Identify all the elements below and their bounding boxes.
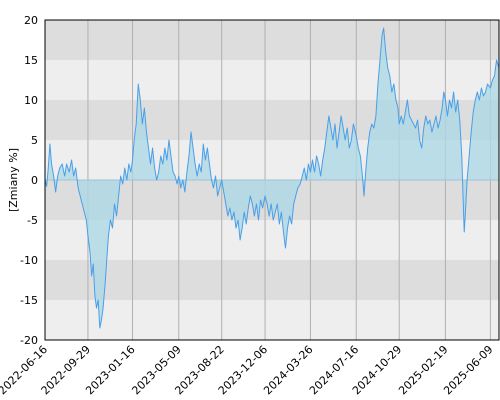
- x-axis-tick-labels: 2022-06-162022-09-292023-01-162023-05-09…: [0, 343, 496, 397]
- y-tick-label: 5: [31, 134, 38, 147]
- y-axis-tick-labels: 20 15 10 5 0 -5 -10 -15 -20: [20, 14, 38, 347]
- y-axis-label: [Zmiany %]: [7, 148, 20, 212]
- series-line: [44, 27, 500, 329]
- y-tick-label: 10: [24, 94, 38, 107]
- grid-band: [45, 300, 499, 340]
- y-tick-label: -20: [20, 334, 38, 347]
- y-tick-label: -5: [27, 214, 38, 227]
- series-area-fill: [45, 28, 499, 328]
- grid-band: [45, 60, 499, 100]
- y-tick-label: -15: [20, 294, 38, 307]
- grid-band: [45, 220, 499, 260]
- plot-frame: [44, 19, 500, 341]
- y-tick-label: 15: [24, 54, 38, 67]
- y-tick-label: 20: [24, 14, 38, 27]
- y-tick-label: 0: [31, 174, 38, 187]
- grid-band: [45, 260, 499, 300]
- grid-band: [45, 20, 499, 60]
- y-tick-label: -10: [20, 254, 38, 267]
